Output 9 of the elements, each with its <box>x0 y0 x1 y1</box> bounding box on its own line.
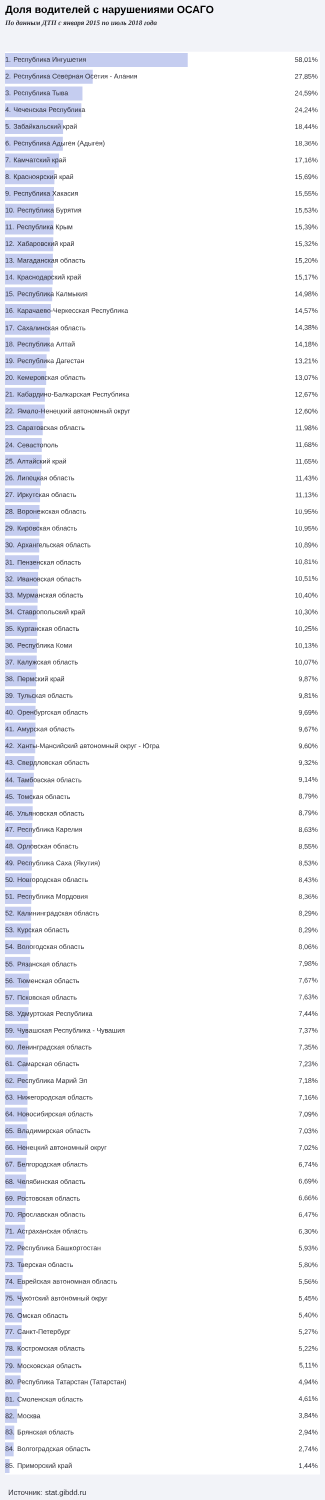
chart-title: Доля водителей с нарушениями ОСАГО <box>5 5 214 16</box>
bar <box>5 53 188 67</box>
bar <box>5 86 83 101</box>
bar <box>5 203 54 218</box>
bar <box>5 1442 14 1457</box>
bar <box>5 1408 18 1423</box>
bar <box>5 287 53 302</box>
bar <box>5 220 54 235</box>
bar <box>5 1425 15 1440</box>
